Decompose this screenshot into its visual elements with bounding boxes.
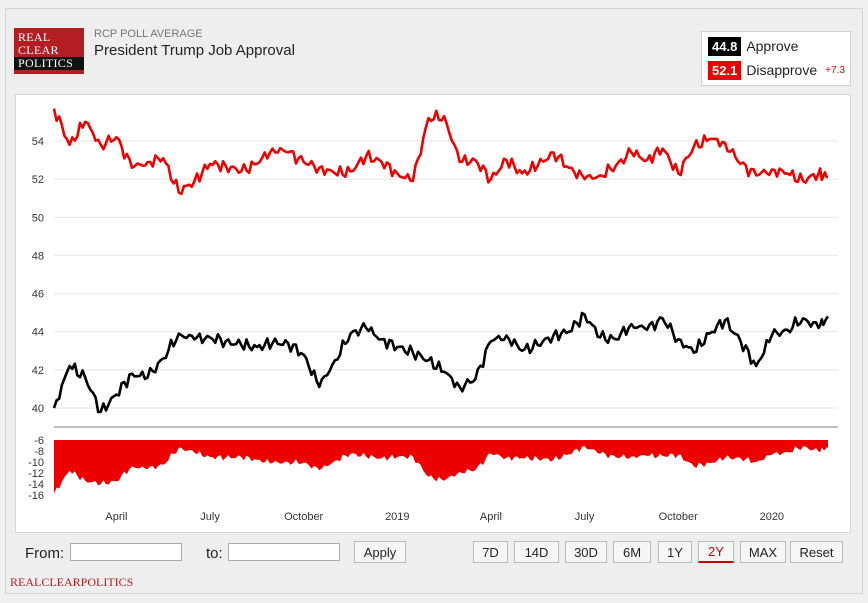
from-date-input[interactable] (70, 543, 182, 561)
legend-approve: 44.8 Approve (708, 36, 798, 56)
to-date-input[interactable] (228, 543, 340, 561)
y-tick-label: 44 (32, 327, 44, 339)
x-tick-label: April (105, 511, 127, 523)
legend: 44.8 Approve 52.1 Disapprove +7.3 (701, 31, 851, 86)
x-tick-label: October (284, 511, 323, 523)
range-button-14d[interactable]: 14D (514, 541, 559, 563)
from-label: From: (25, 545, 65, 562)
disapprove-value: 52.1 (708, 60, 742, 80)
y-tick-label: 52 (32, 174, 44, 186)
x-tick-label: April (480, 511, 502, 523)
x-tick-label: July (575, 511, 595, 523)
spread-tick-label: -16 (28, 490, 44, 502)
apply-button[interactable]: Apply (354, 541, 406, 563)
legend-disapprove: 52.1 Disapprove +7.3 (708, 60, 845, 80)
y-tick-label: 48 (32, 250, 44, 262)
y-tick-label: 50 (32, 212, 44, 224)
range-button-7d[interactable]: 7D (473, 541, 508, 563)
y-tick-label: 40 (32, 403, 44, 415)
chart-kicker: RCP POLL AVERAGE (94, 28, 203, 40)
spread-area (54, 440, 828, 494)
spread-tick-label: -14 (28, 479, 44, 491)
footer-brand[interactable]: REALCLEARPOLITICS (10, 575, 134, 589)
y-tick-label: 46 (32, 289, 44, 301)
spread-tick-label: -12 (28, 468, 44, 480)
range-button-6m[interactable]: 6M (613, 541, 651, 563)
range-button-max[interactable]: MAX (740, 541, 786, 563)
y-tick-label: 42 (32, 365, 44, 377)
approve-label: Approve (746, 38, 799, 54)
plot-area[interactable]: 40 42 44 46 48 50 52 54 -6 -8 -10 -12 -14 -16 April Jul… (15, 94, 851, 533)
series-line-approve (52, 311, 829, 414)
spread-change: +7.3 (825, 64, 845, 76)
x-tick-label: July (200, 511, 220, 523)
range-button-2y[interactable]: 2Y (698, 541, 734, 563)
to-label: to: (206, 545, 223, 562)
chart-svg[interactable]: 40 42 44 46 48 50 52 54 -6-8-10-12-14-16 April Jul… (16, 95, 850, 532)
logo-line-3: POLITICS (14, 57, 84, 70)
disapprove-label: Disapprove (746, 62, 818, 78)
spread-tick-label: -8 (34, 446, 44, 458)
x-tick-label: October (659, 511, 698, 523)
range-button-30d[interactable]: 30D (565, 541, 607, 563)
x-tick-label: 2020 (760, 511, 784, 523)
spread-tick-label: -10 (28, 457, 44, 469)
series-line-disapprove (52, 108, 829, 196)
logo-line-2: CLEAR (18, 43, 59, 57)
spread-tick-label: -6 (34, 435, 44, 447)
rcp-logo[interactable]: REAL CLEAR POLITICS (14, 28, 84, 74)
date-range-controls: From: to: Apply 7D 14D 30D 6M 1Y 2Y MAX Reset (15, 537, 849, 571)
x-tick-label: 2019 (385, 511, 409, 523)
range-button-1y[interactable]: 1Y (658, 541, 692, 563)
logo-line-1: REAL (18, 30, 51, 44)
approve-value: 44.8 (708, 36, 742, 56)
y-tick-label: 54 (32, 136, 44, 148)
chart-title: President Trump Job Approval (94, 42, 295, 59)
range-button-reset[interactable]: Reset (790, 541, 843, 563)
